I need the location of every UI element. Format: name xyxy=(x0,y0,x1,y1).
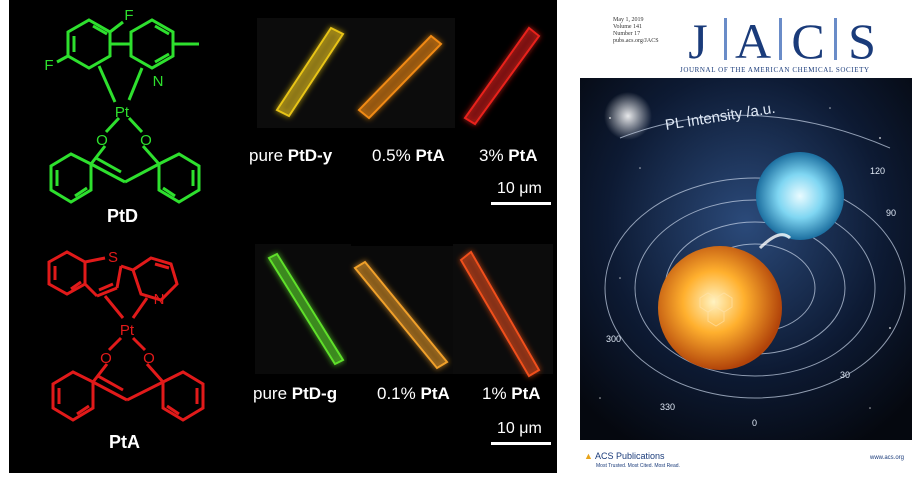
scale-label-bottom: 10 μm xyxy=(497,420,542,437)
acs-url: www.acs.org xyxy=(869,455,904,461)
acs-logo-icon: ▲ xyxy=(584,451,593,461)
cover-issue-number: Number 17 xyxy=(613,31,641,37)
crystal-ptd-y xyxy=(275,26,345,118)
caption-bottom-3: 1% PtA xyxy=(482,384,541,403)
ptd-structure xyxy=(49,18,201,204)
orange-sphere xyxy=(658,246,782,370)
orbit-ring-2 xyxy=(634,199,876,377)
crystal-1-pta xyxy=(459,250,541,378)
tick-330: 330 xyxy=(660,402,675,412)
ptd-o-right: O xyxy=(140,132,152,149)
cover-issue-volume: Volume 141 xyxy=(613,24,643,30)
tick-300: 300 xyxy=(606,334,621,344)
tick-120: 120 xyxy=(870,166,885,176)
crystal-3-pta xyxy=(463,26,541,126)
crystal-ptd-g xyxy=(267,252,345,366)
caption-top-3: 3% PtA xyxy=(479,146,538,165)
ptd-pyridine-ring xyxy=(129,18,175,70)
figure-panel: F F N Pt O O xyxy=(9,0,557,473)
cover-subtitle: JOURNAL OF THE AMERICAN CHEMICAL SOCIETY xyxy=(680,66,870,74)
ptd-name: PtD xyxy=(107,206,138,226)
logo-letter-c: C xyxy=(791,13,824,64)
ptd-phenyl-ring xyxy=(66,18,112,70)
crystal-images-top xyxy=(257,18,541,128)
crystal-images-bottom xyxy=(255,244,553,378)
pta-structure xyxy=(47,250,205,422)
scale-bar-top xyxy=(491,202,551,205)
acs-publications-logo: ▲ ACS Publications xyxy=(584,451,665,461)
ptd-f-left: F xyxy=(44,57,53,74)
chemical-structures: F F N Pt O O xyxy=(44,7,553,422)
ptd-f-top: F xyxy=(124,7,133,24)
cover-issue-info: May 1, 2019 Volume 141 Number 17 pubs.ac… xyxy=(613,17,659,45)
ptd-o-left: O xyxy=(96,132,108,149)
caption-top-1: pure PtD-y xyxy=(249,146,333,165)
cover-artwork: PL Intensity /a.u. 0 30 300 330 90 120 xyxy=(580,78,912,440)
caption-top-2: 0.5% PtA xyxy=(372,146,445,165)
caption-bottom-1: pure PtD-g xyxy=(253,384,338,403)
pta-o-left: O xyxy=(100,350,112,367)
crystal-05-pta xyxy=(357,34,443,120)
acs-tagline: Most Trusted. Most Cited. Most Read. xyxy=(596,463,680,469)
caption-bottom-2: 0.1% PtA xyxy=(377,384,450,403)
jacs-logo: J A C S xyxy=(688,13,876,64)
cover-issue-date: May 1, 2019 xyxy=(613,17,644,23)
pta-name: PtA xyxy=(109,432,140,452)
journal-cover: May 1, 2019 Volume 141 Number 17 pubs.ac… xyxy=(576,0,916,479)
crystal-01-pta xyxy=(353,260,449,370)
ptd-pt-label: Pt xyxy=(115,104,130,121)
scale-bar-bottom xyxy=(491,442,551,445)
logo-letter-a: A xyxy=(735,13,771,64)
blue-sphere xyxy=(756,152,844,240)
pta-n-label: N xyxy=(154,291,165,308)
pta-o-right: O xyxy=(143,350,155,367)
logo-letter-j: J xyxy=(688,13,707,64)
tick-0: 0 xyxy=(752,418,757,428)
cover-issue-url: pubs.acs.org/JACS xyxy=(613,38,659,44)
orbit-ring-1 xyxy=(604,177,906,399)
ptd-n-label: N xyxy=(153,73,164,90)
pta-pt-label: Pt xyxy=(120,322,135,339)
logo-letter-s: S xyxy=(848,13,876,64)
scale-label-top: 10 μm xyxy=(497,180,542,197)
tick-30: 30 xyxy=(840,370,850,380)
pta-s-label: S xyxy=(108,249,118,266)
tick-90: 90 xyxy=(886,208,896,218)
